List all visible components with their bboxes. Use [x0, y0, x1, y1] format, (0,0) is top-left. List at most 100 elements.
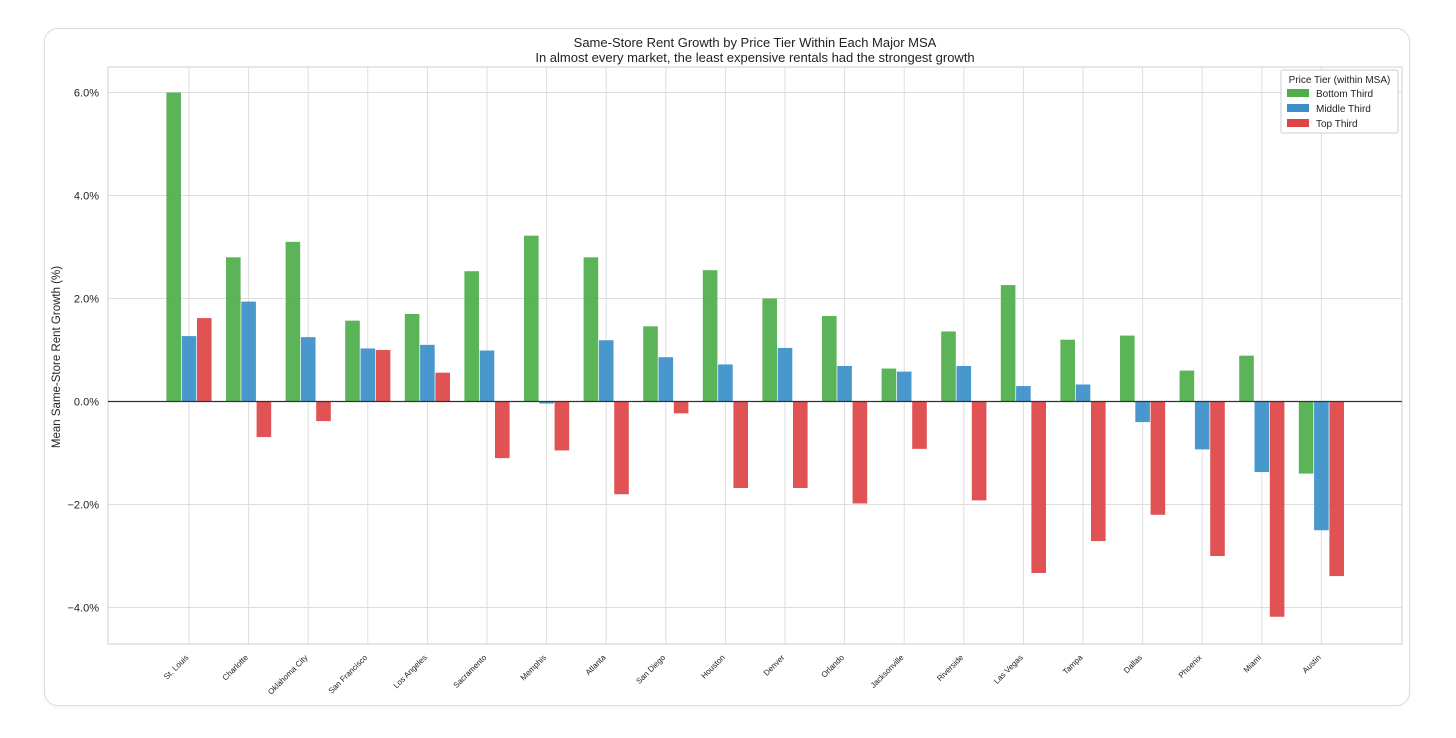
legend-swatch: [1287, 104, 1309, 112]
bar-top-third: [1091, 401, 1106, 542]
bar-top-third: [971, 401, 987, 501]
x-tick-label: Charlotte: [221, 653, 251, 683]
bar-top-third: [375, 350, 391, 402]
plot-frame: [107, 66, 1403, 645]
x-tick-label: Orlando: [820, 653, 847, 680]
bar-top-third: [852, 401, 868, 504]
bar-middle-third: [598, 340, 614, 402]
y-axis-label: Mean Same-Store Rent Growth (%): [51, 266, 63, 448]
bar-middle-third: [658, 357, 674, 402]
x-tick-label: Tampa: [1061, 653, 1085, 677]
bar-bottom-third: [941, 331, 956, 402]
bar-bottom-third: [762, 298, 777, 402]
x-tick-label: San Diego: [634, 653, 667, 686]
bar-middle-third: [1075, 384, 1091, 402]
bar-bottom-third: [1179, 370, 1195, 402]
chart-subtitle: In almost every market, the least expens…: [535, 50, 974, 65]
bar-middle-third: [956, 365, 972, 402]
bar-top-third: [793, 401, 808, 489]
y-tick-label: 4.0%: [74, 191, 99, 203]
legend-label: Bottom Third: [1316, 89, 1373, 100]
bar-middle-third: [718, 364, 733, 402]
legend-label: Middle Third: [1316, 104, 1371, 115]
bar-bottom-third: [583, 257, 599, 402]
y-tick-label: −4.0%: [68, 603, 100, 615]
x-tick-label: Sacramento: [452, 653, 489, 690]
bar-top-third: [495, 401, 510, 459]
bar-top-third: [554, 401, 570, 451]
x-tick-label: San Francisco: [327, 653, 370, 696]
bar-bottom-third: [226, 257, 241, 402]
bar-middle-third: [539, 401, 554, 404]
bar-middle-third: [777, 347, 793, 402]
x-tick-label: Memphis: [519, 653, 548, 682]
x-tick-labels: St. Louis Charlotte Oklahoma City San Franc…: [162, 653, 1323, 697]
bar-bottom-third: [1239, 355, 1254, 402]
bar-middle-third: [1254, 401, 1270, 473]
bar-middle-third: [1314, 401, 1329, 531]
legend: Price Tier (within MSA) Bottom Third Midd…: [1280, 69, 1399, 134]
y-tick-label: 6.0%: [74, 88, 99, 100]
bar-bottom-third: [404, 313, 420, 402]
legend-title: Price Tier (within MSA): [1289, 75, 1391, 86]
bar-bottom-third: [702, 270, 718, 402]
bar-bottom-third: [1000, 285, 1016, 402]
bar-middle-third: [360, 348, 376, 402]
x-tick-label: Austin: [1301, 653, 1323, 675]
bar-middle-third: [420, 344, 435, 402]
bar-middle-third: [1135, 401, 1150, 423]
x-tick-label: Phoenix: [1177, 653, 1204, 680]
bar-middle-third: [896, 371, 912, 402]
bar-top-third: [673, 401, 689, 414]
x-tick-label: Miami: [1242, 653, 1264, 675]
bars: [166, 92, 1344, 617]
bar-top-third: [614, 401, 629, 495]
bar-top-third: [1269, 401, 1285, 617]
x-tick-label: Atlanta: [584, 653, 608, 677]
x-tick-label: Houston: [699, 653, 726, 680]
legend-label: Top Third: [1316, 119, 1358, 130]
bar-middle-third: [479, 350, 495, 402]
bar-middle-third: [1194, 401, 1210, 450]
bar-bottom-third: [643, 326, 658, 402]
y-tick-labels: 6.0% 4.0% 2.0% 0.0% −2.0% −4.0%: [68, 88, 100, 615]
bar-bottom-third: [345, 320, 360, 402]
x-tick-label: Las Vegas: [992, 653, 1025, 686]
x-tick-label: Dallas: [1122, 653, 1144, 675]
x-tick-label: Riverside: [935, 653, 965, 683]
grid: [108, 67, 1402, 644]
x-tick-label: Oklahoma City: [266, 653, 309, 696]
bar-bottom-third: [166, 92, 181, 402]
bar-middle-third: [241, 301, 256, 402]
y-tick-label: 0.0%: [74, 397, 99, 409]
bar-top-third: [1329, 401, 1344, 577]
bar-bottom-third: [1060, 339, 1075, 402]
bar-top-third: [1150, 401, 1166, 515]
legend-swatch: [1287, 89, 1309, 97]
bar-top-third: [435, 372, 450, 402]
bar-middle-third: [181, 336, 197, 402]
bar-bottom-third: [285, 241, 301, 402]
legend-box: [1280, 69, 1399, 134]
bar-top-third: [256, 401, 272, 438]
bar-middle-third: [1016, 386, 1031, 402]
bar-bottom-third: [524, 235, 539, 402]
bar-top-third: [316, 401, 331, 422]
x-tick-label: Jacksonville: [869, 653, 906, 690]
x-tick-label: Los Angeles: [392, 653, 429, 690]
bar-top-third: [1031, 401, 1046, 573]
bar-top-third: [1210, 401, 1225, 556]
y-tick-label: 2.0%: [74, 294, 99, 306]
bar-bottom-third: [464, 271, 479, 402]
bar-top-third: [912, 401, 927, 449]
bar-top-third: [197, 318, 212, 402]
bar-bottom-third: [1120, 335, 1135, 402]
bar-top-third: [733, 401, 748, 489]
bar-middle-third: [837, 365, 852, 402]
bar-bottom-third: [822, 316, 837, 402]
x-tick-label: Denver: [762, 653, 787, 678]
chart-title: Same-Store Rent Growth by Price Tier Wit…: [574, 35, 937, 50]
x-tick-label: St. Louis: [162, 653, 190, 681]
y-tick-label: −2.0%: [68, 500, 100, 512]
